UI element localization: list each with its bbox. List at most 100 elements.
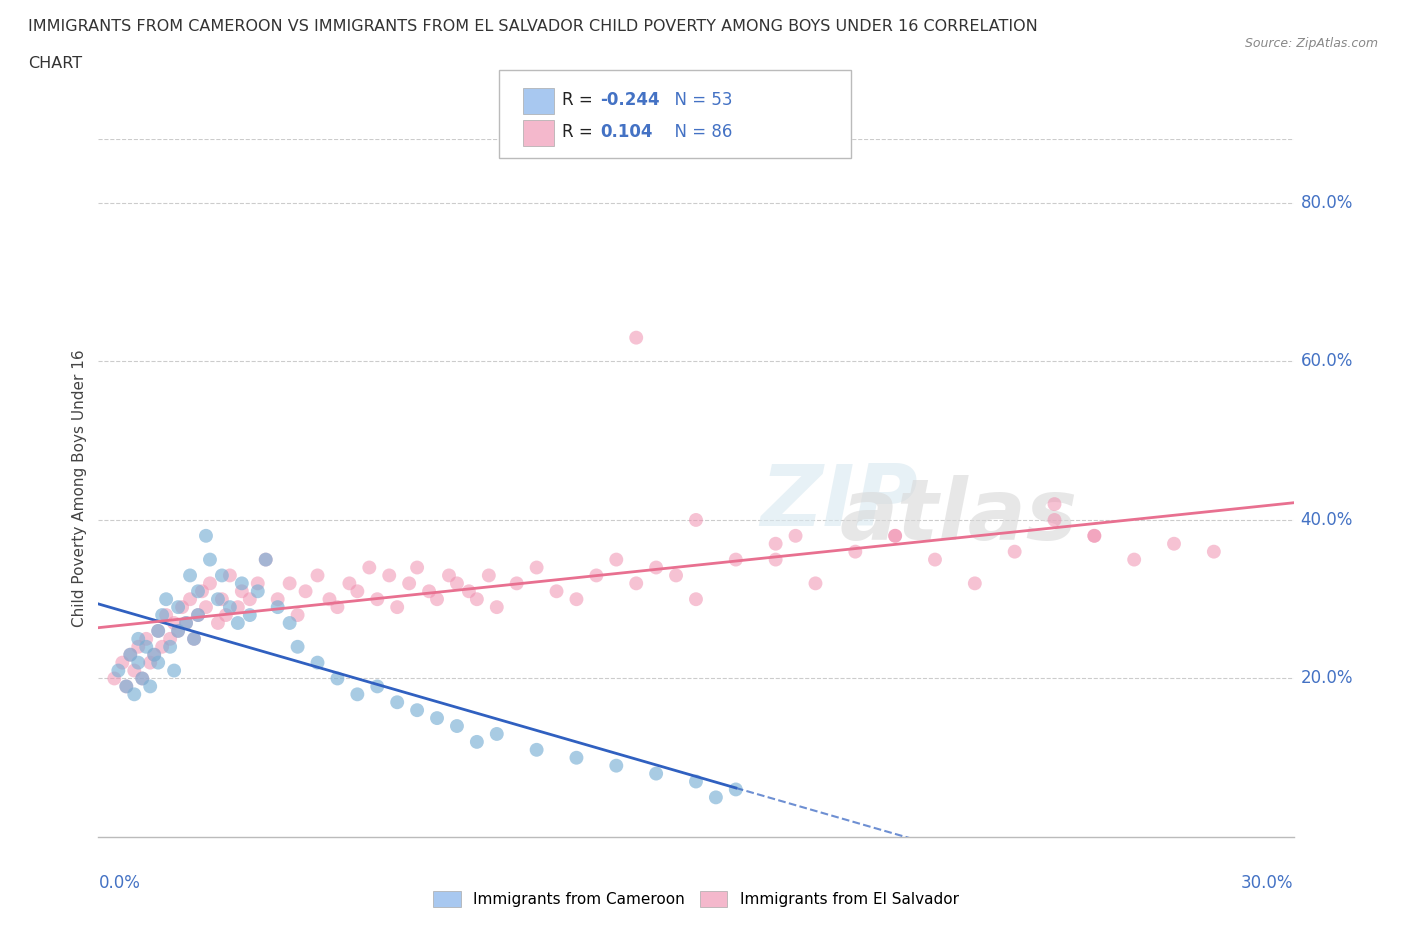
Point (143, 647, 166, 662)
Point (215, 607, 238, 622)
Point (254, 552, 277, 567)
Point (179, 568, 201, 583)
Point (804, 576, 827, 591)
Point (131, 671, 153, 686)
Point (148, 623, 170, 638)
Text: CHART: CHART (28, 56, 82, 71)
Point (139, 655, 162, 670)
Point (183, 631, 205, 646)
Point (207, 591, 229, 606)
Y-axis label: Child Poverty Among Boys Under 16: Child Poverty Among Boys Under 16 (72, 350, 87, 627)
Point (1202, 544, 1225, 559)
Point (685, 591, 707, 606)
Point (278, 616, 301, 631)
Point (155, 591, 177, 606)
Point (724, 782, 747, 797)
Point (645, 766, 668, 781)
Point (426, 591, 449, 606)
Text: -0.244: -0.244 (600, 91, 659, 109)
Point (150, 639, 173, 654)
Point (1163, 537, 1185, 551)
Point (624, 330, 647, 345)
Point (1083, 528, 1105, 543)
Text: 30.0%: 30.0% (1241, 874, 1294, 892)
Point (307, 655, 329, 670)
Point (884, 528, 907, 543)
Point (187, 584, 209, 599)
Point (645, 560, 668, 575)
Point (198, 576, 221, 591)
Point (163, 663, 186, 678)
Point (159, 639, 181, 654)
Point (526, 742, 548, 757)
Point (187, 607, 209, 622)
Point (418, 584, 440, 599)
Point (231, 584, 253, 599)
Point (219, 600, 242, 615)
Text: 40.0%: 40.0% (1301, 511, 1353, 529)
Point (765, 537, 787, 551)
Point (924, 552, 946, 567)
Point (167, 600, 190, 615)
Point (159, 631, 181, 646)
Point (844, 544, 866, 559)
Point (246, 576, 269, 591)
Point (437, 568, 460, 583)
Point (1043, 512, 1066, 527)
Point (115, 679, 138, 694)
Point (785, 528, 807, 543)
Point (685, 512, 707, 527)
Point (226, 616, 249, 631)
Point (406, 703, 429, 718)
Point (585, 568, 607, 583)
Point (665, 568, 688, 583)
Point (465, 591, 488, 606)
Point (120, 647, 142, 662)
Point (346, 584, 368, 599)
Point (446, 719, 468, 734)
Point (485, 726, 508, 741)
Text: Source: ZipAtlas.com: Source: ZipAtlas.com (1244, 37, 1378, 50)
Point (765, 552, 787, 567)
Point (287, 607, 309, 622)
Point (139, 679, 162, 694)
Point (239, 607, 262, 622)
Point (398, 576, 420, 591)
Point (174, 616, 197, 631)
Point (565, 751, 588, 765)
Point (148, 623, 170, 638)
Point (526, 560, 548, 575)
Point (884, 528, 907, 543)
Point (366, 679, 388, 694)
Point (131, 671, 153, 686)
Point (724, 552, 747, 567)
Legend: Immigrants from Cameroon, Immigrants from El Salvador: Immigrants from Cameroon, Immigrants fro… (427, 884, 965, 913)
Text: IMMIGRANTS FROM CAMEROON VS IMMIGRANTS FROM EL SALVADOR CHILD POVERTY AMONG BOYS: IMMIGRANTS FROM CAMEROON VS IMMIGRANTS F… (28, 19, 1038, 33)
Point (1083, 528, 1105, 543)
Point (226, 600, 249, 615)
Point (294, 584, 316, 599)
Point (326, 671, 349, 686)
Point (1123, 552, 1146, 567)
Point (187, 607, 209, 622)
Point (174, 616, 197, 631)
Point (148, 655, 170, 670)
Point (366, 591, 388, 606)
Point (127, 639, 149, 654)
Text: R =: R = (562, 91, 599, 109)
Text: N = 86: N = 86 (664, 123, 733, 140)
Point (246, 584, 269, 599)
Point (167, 623, 190, 638)
Point (385, 695, 409, 710)
Text: 60.0%: 60.0% (1301, 352, 1353, 370)
Point (103, 671, 125, 686)
Point (172, 600, 194, 615)
Point (150, 607, 173, 622)
Point (546, 584, 568, 599)
Point (191, 584, 214, 599)
Point (107, 663, 129, 678)
Point (346, 687, 368, 702)
Point (115, 679, 138, 694)
Point (124, 687, 146, 702)
Point (124, 663, 146, 678)
